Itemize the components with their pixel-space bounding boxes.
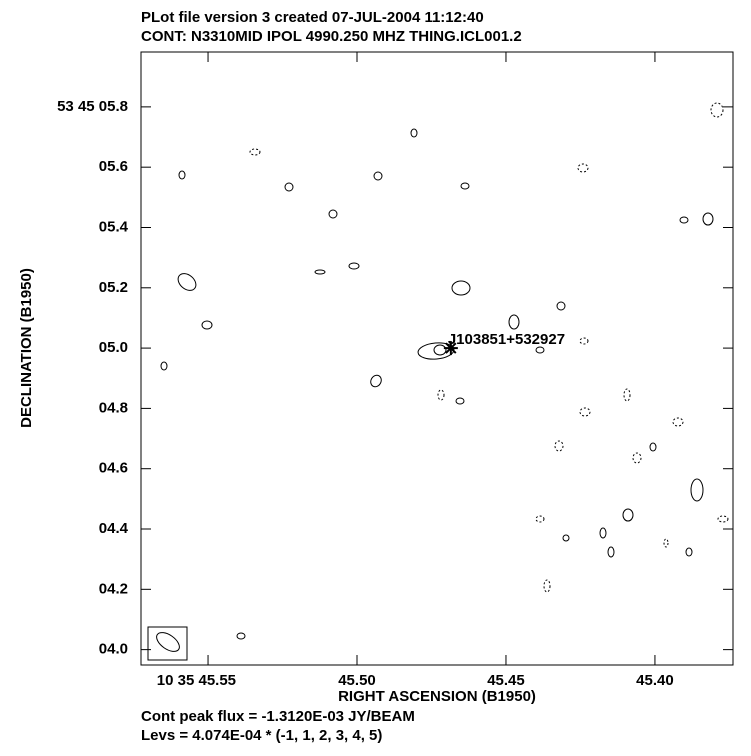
plot-frame [140,51,734,666]
footer-line: Cont peak flux = -1.3120E-03 JY/BEAM [141,708,415,725]
y-tick-label: 05.0 [99,339,128,356]
x-tick-label: 45.45 [487,672,525,689]
y-tick-label: 05.6 [99,158,128,175]
source-marker [443,341,458,356]
beam [156,632,180,652]
beam-box [147,626,188,661]
y-tick-label: 04.6 [99,460,128,477]
y-tick-label: 04.0 [99,641,128,658]
y-tick-label: 04.8 [99,399,128,416]
y-axis-label: DECLINATION (B1950) [18,268,35,428]
x-tick-label: 45.50 [338,672,376,689]
y-tick-label: 05.2 [99,279,128,296]
chart-subtitle: CONT: N3310MID IPOL 4990.250 MHZ THING.I… [141,28,522,45]
y-tick-label: 04.4 [99,520,129,537]
y-tick-label: 05.4 [99,218,129,235]
x-axis-label: RIGHT ASCENSION (B1950) [338,688,536,705]
x-tick-label: 10 35 45.55 [157,672,236,689]
y-tick-label: 04.2 [99,580,128,597]
x-tick-label: 45.40 [636,672,674,689]
footer-line: Levs = 4.074E-04 * (-1, 1, 2, 3, 4, 5) [141,727,382,744]
contours [160,102,729,640]
chart-title: PLot file version 3 created 07-JUL-2004 … [141,9,484,26]
source-label: J103851+532927 [448,331,565,348]
y-tick-label: 53 45 05.8 [57,98,128,115]
